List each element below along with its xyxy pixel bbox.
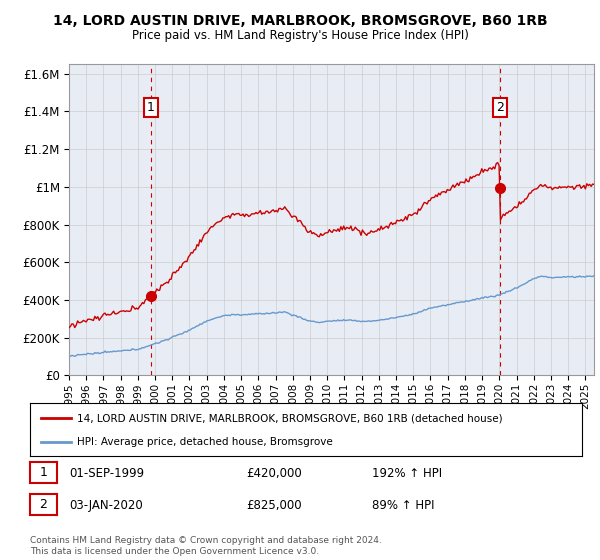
Text: 192% ↑ HPI: 192% ↑ HPI: [372, 466, 442, 480]
Text: 2: 2: [496, 101, 503, 114]
Text: Price paid vs. HM Land Registry's House Price Index (HPI): Price paid vs. HM Land Registry's House …: [131, 29, 469, 42]
Text: 1: 1: [40, 466, 47, 479]
Text: Contains HM Land Registry data © Crown copyright and database right 2024.
This d: Contains HM Land Registry data © Crown c…: [30, 536, 382, 556]
Text: 89% ↑ HPI: 89% ↑ HPI: [372, 498, 434, 512]
Text: £825,000: £825,000: [246, 498, 302, 512]
Text: 03-JAN-2020: 03-JAN-2020: [69, 498, 143, 512]
Text: 14, LORD AUSTIN DRIVE, MARLBROOK, BROMSGROVE, B60 1RB (detached house): 14, LORD AUSTIN DRIVE, MARLBROOK, BROMSG…: [77, 413, 503, 423]
Text: 01-SEP-1999: 01-SEP-1999: [69, 466, 144, 480]
Text: £420,000: £420,000: [246, 466, 302, 480]
Text: 14, LORD AUSTIN DRIVE, MARLBROOK, BROMSGROVE, B60 1RB: 14, LORD AUSTIN DRIVE, MARLBROOK, BROMSG…: [53, 14, 547, 28]
Text: 2: 2: [40, 498, 47, 511]
Text: HPI: Average price, detached house, Bromsgrove: HPI: Average price, detached house, Brom…: [77, 436, 332, 446]
Text: 1: 1: [147, 101, 155, 114]
